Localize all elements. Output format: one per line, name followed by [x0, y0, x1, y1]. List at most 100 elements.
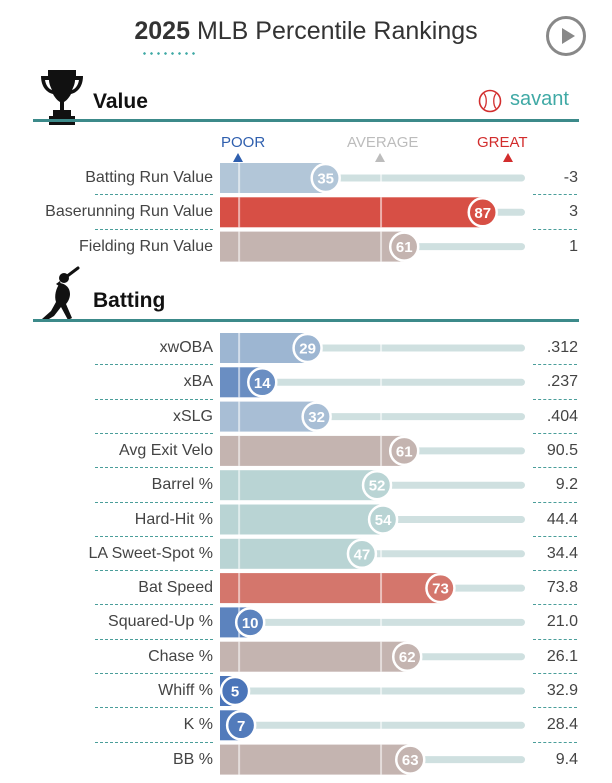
ref-line-poor [238, 401, 241, 432]
metric-chase[interactable]: 62 [220, 641, 525, 672]
metric-whiff[interactable]: 5 [219, 675, 525, 707]
row-separator-left [95, 228, 213, 230]
metric-value-la-sweet-spot: 34.4 [546, 544, 578, 562]
metric-label-xslg: xSLG [172, 407, 213, 425]
metric-xwoba[interactable]: 29 [220, 332, 525, 364]
play-button[interactable] [546, 16, 586, 56]
percentile-label-whiff: 5 [231, 684, 239, 701]
metric-label-bb: BB % [172, 750, 213, 768]
metric-value-fielding-run-value: 1 [569, 237, 578, 255]
metric-baserunning-run-value[interactable]: 87 [220, 197, 525, 228]
percentile-label-la-sweet-spot: 47 [354, 546, 371, 563]
track-xba [220, 378, 525, 386]
percentile-marker-k [225, 710, 257, 741]
percentile-marker-fielding-run-value [388, 231, 420, 262]
ref-line-average [380, 163, 383, 193]
ref-line-poor [238, 197, 241, 228]
savant-logo[interactable]: savant [478, 87, 578, 117]
row-separator-left [95, 638, 213, 640]
metric-value-bat-speed: 73.8 [546, 579, 578, 597]
ref-line-poor [238, 504, 241, 535]
percentile-marker-squared-up [234, 607, 266, 638]
percentile-marker-baserunning-run-value [467, 197, 498, 228]
ref-line-poor [238, 744, 241, 775]
metric-value-avg-exit-velo: 90.5 [546, 441, 578, 459]
metric-xba[interactable]: 14 [220, 367, 525, 398]
percentile-label-xslg: 32 [308, 409, 325, 426]
percentile-label-k: 7 [237, 718, 245, 735]
ref-line-average [380, 641, 383, 672]
scale-arrow-average [375, 153, 385, 162]
metric-k[interactable]: 7 [220, 710, 525, 741]
play-icon [562, 28, 575, 44]
row-separator-right [533, 741, 577, 743]
scale-arrow-poor [233, 153, 243, 162]
metric-value-xwoba: .312 [546, 339, 578, 356]
metric-label-k: K % [183, 716, 213, 734]
metric-fielding-run-value[interactable]: 61 [220, 231, 525, 262]
section-title-value: Value [93, 90, 148, 113]
row-separator-left [95, 364, 213, 366]
percentile-label-squared-up: 10 [242, 615, 259, 632]
metric-value-k: 28.4 [546, 716, 578, 734]
brand-name: savant [510, 88, 569, 110]
ref-line-poor [238, 470, 241, 501]
ref-line-poor [238, 538, 241, 569]
ref-line-poor [238, 435, 241, 466]
row-separator-right [533, 570, 577, 572]
bar-bb [220, 744, 411, 775]
percentile-marker-barrel [361, 469, 393, 501]
metric-label-baserunning-run-value: Baserunning Run Value [45, 203, 213, 221]
ref-line-average [380, 435, 383, 466]
ref-line-average [380, 367, 383, 398]
metric-barrel[interactable]: 52 [220, 469, 525, 501]
metric-label-chase: Chase % [148, 647, 213, 665]
percentile-label-chase: 62 [399, 649, 416, 666]
metric-label-barrel: Barrel % [151, 476, 213, 494]
track-whiff [220, 687, 525, 695]
row-separator-right [533, 364, 577, 366]
metric-value-baserunning-run-value: 3 [569, 203, 578, 221]
percentile-label-batting-run-value: 35 [317, 171, 334, 188]
percentile-marker-batting-run-value [310, 162, 341, 194]
percentile-marker-hard-hit [367, 504, 399, 535]
title-text: MLB Percentile Rankings [196, 17, 478, 45]
percentile-label-xwoba: 29 [299, 341, 316, 358]
ref-line-average [380, 538, 383, 569]
row-separator-left [95, 673, 213, 674]
ref-line-average [380, 676, 383, 706]
metric-hard-hit[interactable]: 54 [220, 504, 525, 535]
metric-value-batting-run-value: -3 [563, 169, 578, 186]
metric-avg-exit-velo[interactable]: 61 [220, 435, 525, 467]
ref-line-average [380, 231, 383, 262]
metric-label-xwoba: xwOBA [159, 339, 213, 356]
baseball-icon [478, 89, 502, 113]
row-separator-right [533, 638, 577, 640]
metric-value-xslg: .404 [546, 407, 578, 425]
metric-batting-run-value[interactable]: 35 [220, 162, 525, 194]
percentile-label-hard-hit: 54 [375, 512, 392, 529]
metric-xslg[interactable]: 32 [220, 401, 525, 432]
percentile-marker-bb [395, 744, 426, 775]
ref-line-average [380, 573, 383, 604]
metric-bb[interactable]: 63 [220, 744, 525, 775]
percentile-marker-xba [247, 367, 278, 398]
bar-hard-hit [220, 504, 384, 535]
row-separator-left [95, 570, 213, 572]
percentile-label-fielding-run-value: 61 [396, 239, 413, 256]
metric-label-la-sweet-spot: LA Sweet-Spot % [88, 544, 213, 562]
row-separator-left [95, 501, 213, 503]
metric-la-sweet-spot[interactable]: 47 [220, 538, 525, 570]
percentile-marker-chase [391, 641, 423, 672]
percentile-label-bat-speed: 73 [432, 581, 449, 598]
bar-bat-speed [220, 573, 441, 604]
percentile-label-baserunning-run-value: 87 [474, 205, 491, 222]
ref-line-average [380, 401, 383, 432]
section-divider-batting [33, 319, 579, 322]
metric-squared-up[interactable]: 10 [220, 607, 525, 638]
scale-label-great: GREAT [477, 134, 528, 151]
metric-bat-speed[interactable]: 73 [220, 572, 525, 604]
ref-line-average [380, 744, 383, 775]
metric-label-whiff: Whiff % [158, 682, 213, 699]
